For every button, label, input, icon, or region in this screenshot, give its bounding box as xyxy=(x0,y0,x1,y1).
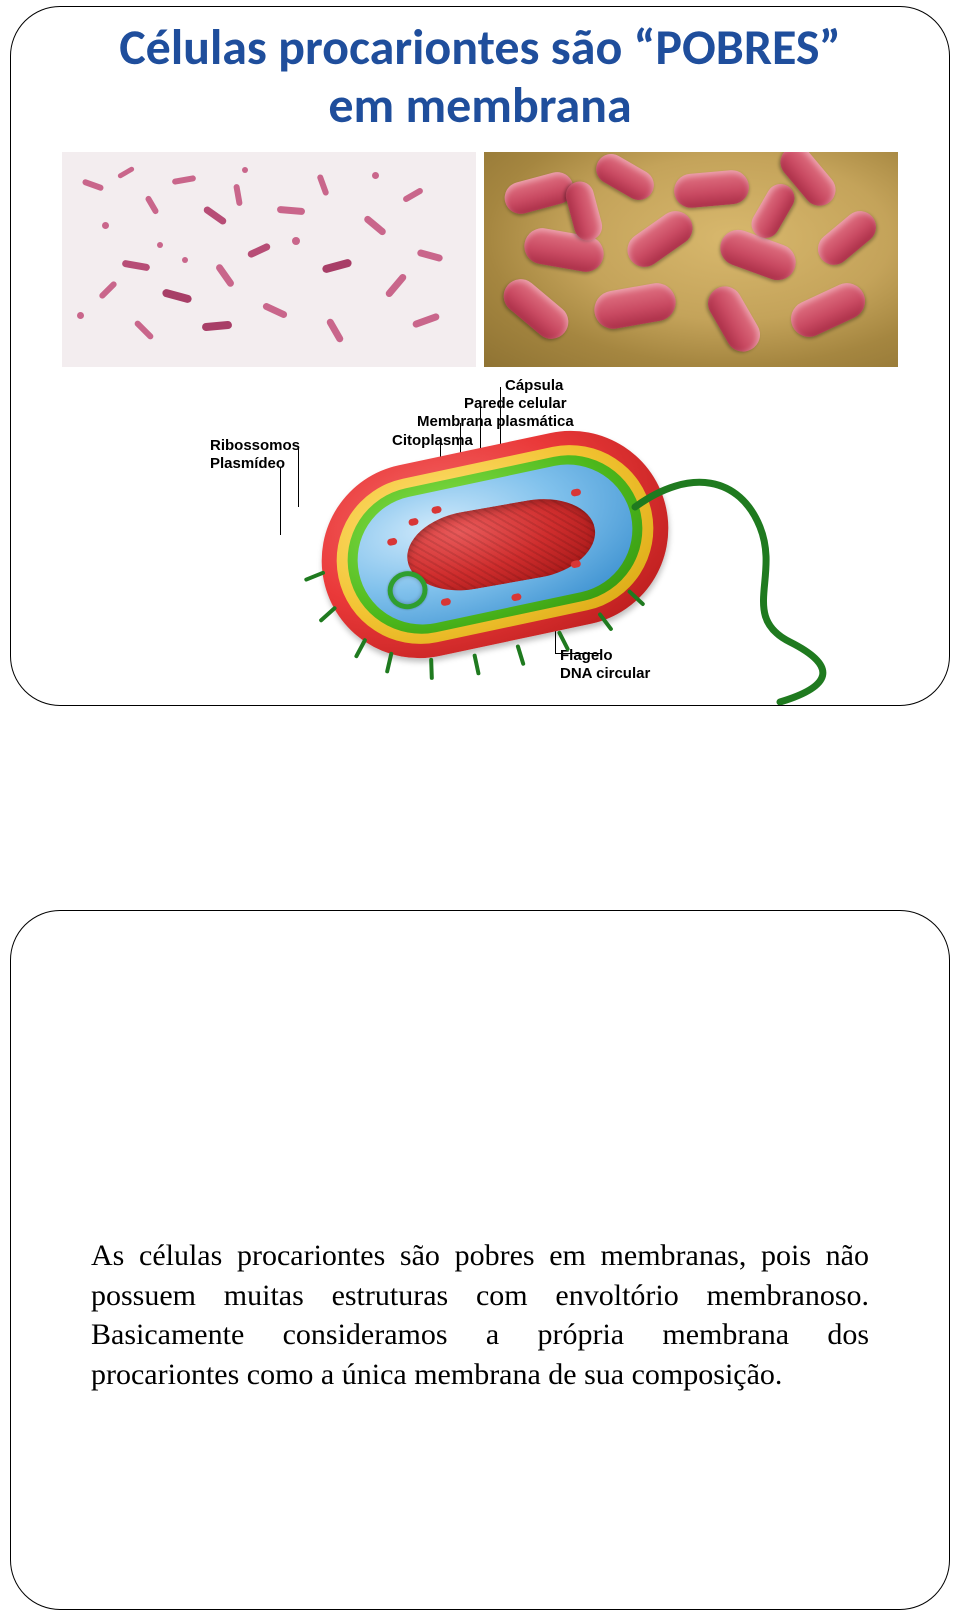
bacterium-body xyxy=(304,413,687,677)
diagram-label-capsula: Cápsula xyxy=(505,377,563,394)
title-line-2: em membrana xyxy=(328,75,631,136)
diagram-label-plasmideo: Plasmídeo xyxy=(210,455,285,472)
bacterium-diagram: Cápsula Parede celular Membrana plasmáti… xyxy=(130,377,830,697)
slide-2-paragraph: As células procariontes são pobres em me… xyxy=(91,1236,869,1394)
microscope-image-sem xyxy=(484,152,898,367)
diagram-label-membrana: Membrana plasmática xyxy=(417,413,574,430)
diagram-label-dna: DNA circular xyxy=(560,665,650,682)
title-line-1: Células procariontes são “POBRES” xyxy=(119,17,841,78)
slide-1: Células procariontes são “POBRES” em mem… xyxy=(10,6,950,706)
slide-1-title: Células procariontes são “POBRES” em mem… xyxy=(11,19,949,134)
microscope-image-light xyxy=(62,152,476,367)
microscope-image-row xyxy=(60,152,900,367)
diagram-label-ribossomos: Ribossomos xyxy=(210,437,300,454)
slide-2: As células procariontes são pobres em me… xyxy=(10,910,950,1610)
